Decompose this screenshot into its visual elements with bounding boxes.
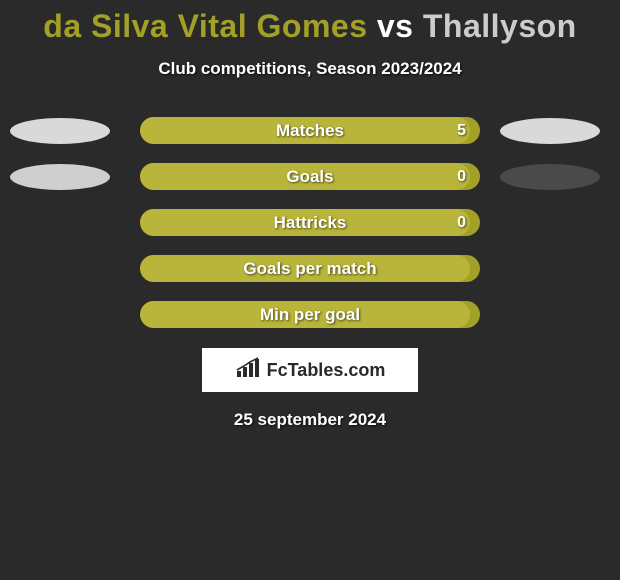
left-pie-icon [10, 118, 110, 144]
stat-label: Goals [140, 167, 480, 187]
right-pie-icon [500, 164, 600, 190]
fctables-logo[interactable]: FcTables.com [202, 348, 418, 392]
stat-value: 0 [457, 168, 466, 186]
stat-row: Goals per match [0, 255, 620, 282]
right-pie-icon [500, 118, 600, 144]
stat-bar: Matches5 [140, 117, 480, 144]
stat-row: Min per goal [0, 301, 620, 328]
left-pie-icon [10, 164, 110, 190]
stat-row: Goals0 [0, 163, 620, 190]
stat-row: Hattricks0 [0, 209, 620, 236]
logo-text: FcTables.com [267, 360, 386, 381]
date-text: 25 september 2024 [0, 410, 620, 430]
stat-label: Goals per match [140, 259, 480, 279]
stat-label: Hattricks [140, 213, 480, 233]
comparison-title: da Silva Vital Gomes vs Thallyson [0, 0, 620, 45]
stat-bar: Min per goal [140, 301, 480, 328]
stat-bar: Hattricks0 [140, 209, 480, 236]
stat-bar: Goals0 [140, 163, 480, 190]
competition-subtitle: Club competitions, Season 2023/2024 [0, 59, 620, 79]
player1-name: da Silva Vital Gomes [43, 8, 367, 44]
stat-label: Matches [140, 121, 480, 141]
stat-value: 5 [457, 122, 466, 140]
stat-label: Min per goal [140, 305, 480, 325]
stat-value: 0 [457, 214, 466, 232]
bars-icon [235, 357, 263, 384]
stat-bar: Goals per match [140, 255, 480, 282]
stat-row: Matches5 [0, 117, 620, 144]
vs-text: vs [367, 8, 422, 44]
player2-name: Thallyson [423, 8, 577, 44]
stat-rows: Matches5Goals0Hattricks0Goals per matchM… [0, 117, 620, 328]
